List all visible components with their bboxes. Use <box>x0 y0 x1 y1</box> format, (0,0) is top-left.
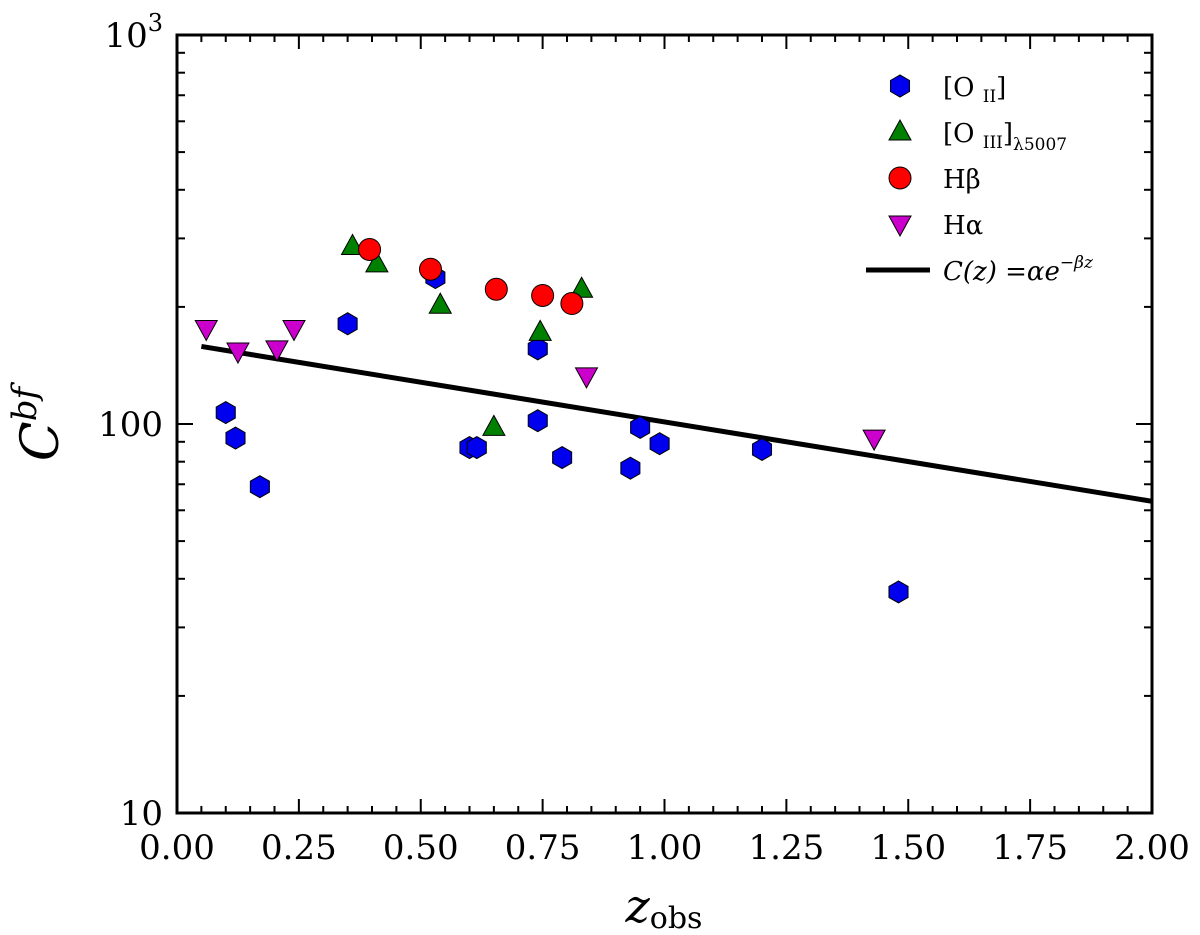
legend-label: Hβ <box>943 165 981 195</box>
plot-frame <box>175 33 1154 815</box>
data-points <box>194 233 909 604</box>
y-axis-title: Cbf <box>5 382 71 462</box>
series-1 <box>340 233 594 436</box>
x-tick-label: 1.25 <box>749 828 825 868</box>
data-point <box>466 435 487 460</box>
data-point <box>569 276 594 298</box>
data-point <box>630 415 651 439</box>
x-tick-labels: 0.00 0.25 0.50 0.75 1.00 1.25 1.50 1.75 2.00 <box>139 828 1190 868</box>
data-point <box>751 437 773 462</box>
data-point <box>419 257 442 281</box>
y-tick-labels: 10 100 103 <box>98 9 163 834</box>
data-point <box>560 292 584 316</box>
y-tick-label: 100 <box>98 405 163 445</box>
legend-marker <box>888 215 912 238</box>
data-point <box>862 429 886 452</box>
data-point <box>225 426 246 450</box>
legend-marker <box>889 74 911 98</box>
x-tick-label: 0.00 <box>139 828 215 868</box>
x-tick-label: 0.25 <box>261 828 337 868</box>
legend-fit-label: C(z) =αe−βz <box>943 253 1094 287</box>
x-tick-label: 0.50 <box>383 828 459 868</box>
legend-marker <box>888 118 912 141</box>
data-point <box>482 414 506 436</box>
data-point <box>574 367 599 389</box>
series-2 <box>358 237 584 316</box>
y-tick-label: 10 <box>120 794 163 834</box>
series-3 <box>194 319 886 452</box>
data-point <box>649 432 670 456</box>
data-point <box>249 475 270 499</box>
x-tick-label: 1.75 <box>992 828 1068 868</box>
x-tick-label: 1.00 <box>627 828 703 868</box>
data-point <box>531 283 555 307</box>
data-point <box>340 233 365 255</box>
x-axis-title: zobs <box>625 879 703 935</box>
data-point <box>365 250 389 273</box>
data-point <box>888 580 909 604</box>
data-point <box>620 456 641 480</box>
data-point <box>484 277 508 301</box>
data-point <box>358 237 382 261</box>
data-point <box>528 319 553 341</box>
data-point <box>428 292 453 314</box>
data-point <box>282 319 306 342</box>
series-0 <box>215 265 909 604</box>
data-point <box>552 445 573 470</box>
data-point <box>194 319 219 342</box>
legend-label: Hα <box>943 211 983 241</box>
data-point <box>527 409 548 433</box>
fit-line-layer <box>200 344 1153 504</box>
data-point <box>527 337 548 361</box>
legend-label: [O II] <box>943 73 1006 107</box>
fit-line <box>200 344 1153 504</box>
data-point <box>226 342 250 365</box>
x-tick-label: 2.00 <box>1114 828 1190 868</box>
data-point <box>265 340 289 362</box>
legend-label: [O III]λ5007 <box>943 119 1067 155</box>
y-tick-label: 103 <box>104 9 163 56</box>
legend-marker <box>888 166 912 190</box>
data-point <box>337 312 358 336</box>
legend: [O II] [O III]λ5007 Hβ Hα C(z) =αe−βz <box>866 73 1094 287</box>
data-point <box>215 400 236 425</box>
x-tick-label: 0.75 <box>505 828 581 868</box>
x-tick-label: 1.50 <box>870 828 946 868</box>
